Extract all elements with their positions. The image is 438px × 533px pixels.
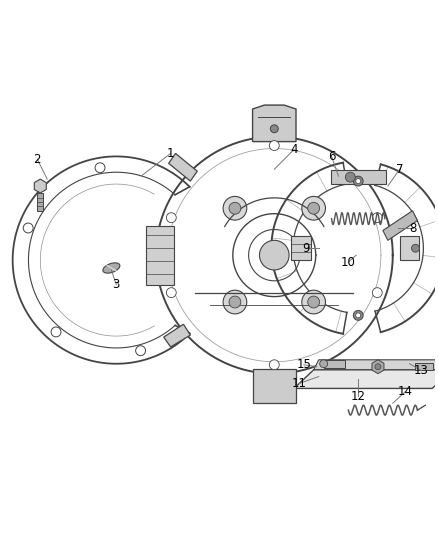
Polygon shape [383,211,417,240]
Circle shape [372,288,382,297]
Text: 15: 15 [297,358,311,372]
Polygon shape [372,360,384,374]
Circle shape [229,203,241,214]
Ellipse shape [103,263,120,273]
Bar [416,363,433,370]
Bar [331,170,386,184]
Circle shape [259,240,289,270]
Circle shape [270,125,278,133]
Circle shape [353,310,363,320]
Circle shape [320,360,328,368]
Circle shape [302,290,325,314]
Text: 12: 12 [351,390,366,403]
Circle shape [356,179,360,183]
Circle shape [412,244,420,252]
Text: 9: 9 [302,242,310,255]
Circle shape [166,288,176,297]
Circle shape [353,176,363,186]
Polygon shape [253,105,296,142]
Bar [37,193,43,211]
Polygon shape [253,369,296,403]
Text: 11: 11 [291,377,307,390]
Polygon shape [34,179,46,193]
Text: 7: 7 [396,163,403,176]
Text: 10: 10 [341,255,356,269]
Text: 13: 13 [414,364,429,377]
Circle shape [269,360,279,370]
Text: 14: 14 [398,385,413,398]
Text: 6: 6 [328,150,336,163]
Circle shape [302,196,325,220]
Text: 8: 8 [409,222,416,235]
Circle shape [372,213,382,223]
Circle shape [269,141,279,150]
Polygon shape [314,360,438,370]
Circle shape [229,296,241,308]
Circle shape [308,296,320,308]
Circle shape [356,313,360,318]
Text: 4: 4 [290,143,298,156]
Polygon shape [164,324,191,347]
Circle shape [223,196,247,220]
Circle shape [23,223,33,233]
Circle shape [346,172,355,182]
Circle shape [223,290,247,314]
Circle shape [166,213,176,223]
Circle shape [375,364,381,370]
Text: 1: 1 [167,147,174,160]
Circle shape [308,203,320,214]
Text: 3: 3 [113,278,120,291]
Circle shape [95,163,105,173]
Text: 2: 2 [34,153,41,166]
Bar [291,237,311,260]
Polygon shape [294,370,438,389]
Circle shape [136,346,145,356]
Bar [324,360,346,368]
Bar [400,237,420,260]
Bar [146,225,173,285]
Polygon shape [169,154,197,181]
Circle shape [51,327,61,337]
